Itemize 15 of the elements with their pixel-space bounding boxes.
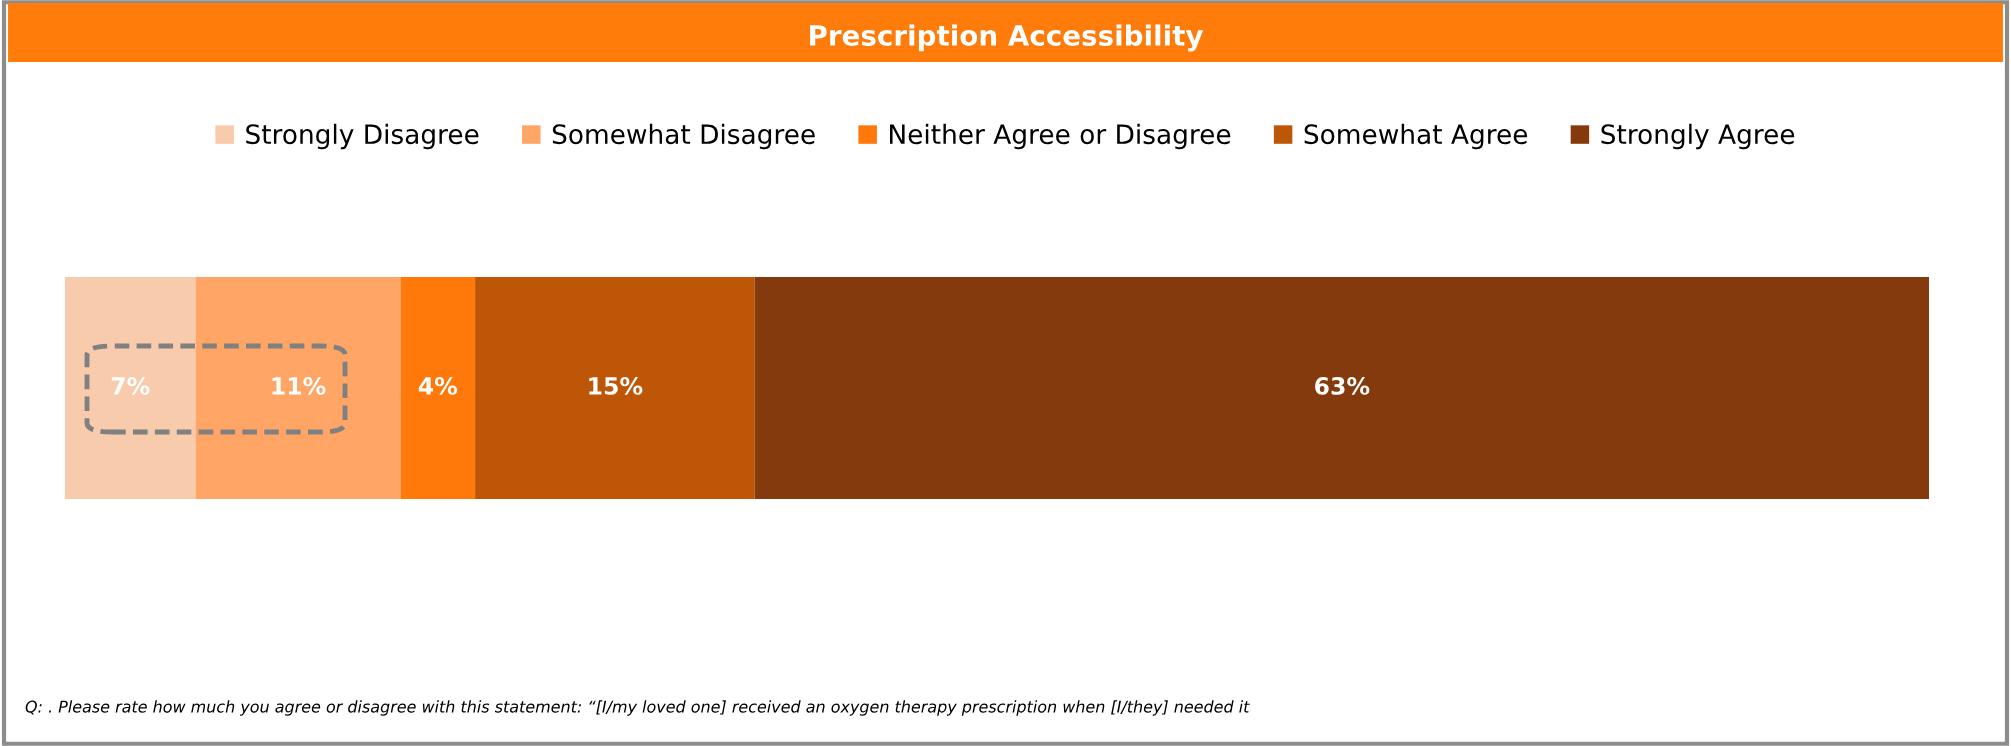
data-label: 11% bbox=[272, 376, 326, 395]
data-label: 4% bbox=[418, 376, 458, 395]
chart-title: Prescription Accessibility bbox=[810, 24, 1204, 52]
data-label: 7% bbox=[111, 376, 150, 395]
bar bbox=[754, 277, 1929, 499]
bar bbox=[475, 277, 755, 499]
legend-label: Strongly Disagree bbox=[246, 123, 479, 150]
legend-label: Somewhat Agree bbox=[1304, 123, 1528, 150]
legend-label: Somewhat Disagree bbox=[552, 123, 815, 150]
legend-label: Strongly Agree bbox=[1601, 123, 1795, 150]
data-label: 63% bbox=[1315, 376, 1370, 395]
data-label: 15% bbox=[589, 376, 643, 395]
legend-label: Neither Agree or Disagree bbox=[890, 123, 1231, 150]
text: Q: . Please rate how much you agree or disagree with this statement: “[I/my loved one] received an oxygen therapy prescription when [I/they] needed it bbox=[25, 700, 1250, 716]
bar bbox=[400, 277, 476, 499]
